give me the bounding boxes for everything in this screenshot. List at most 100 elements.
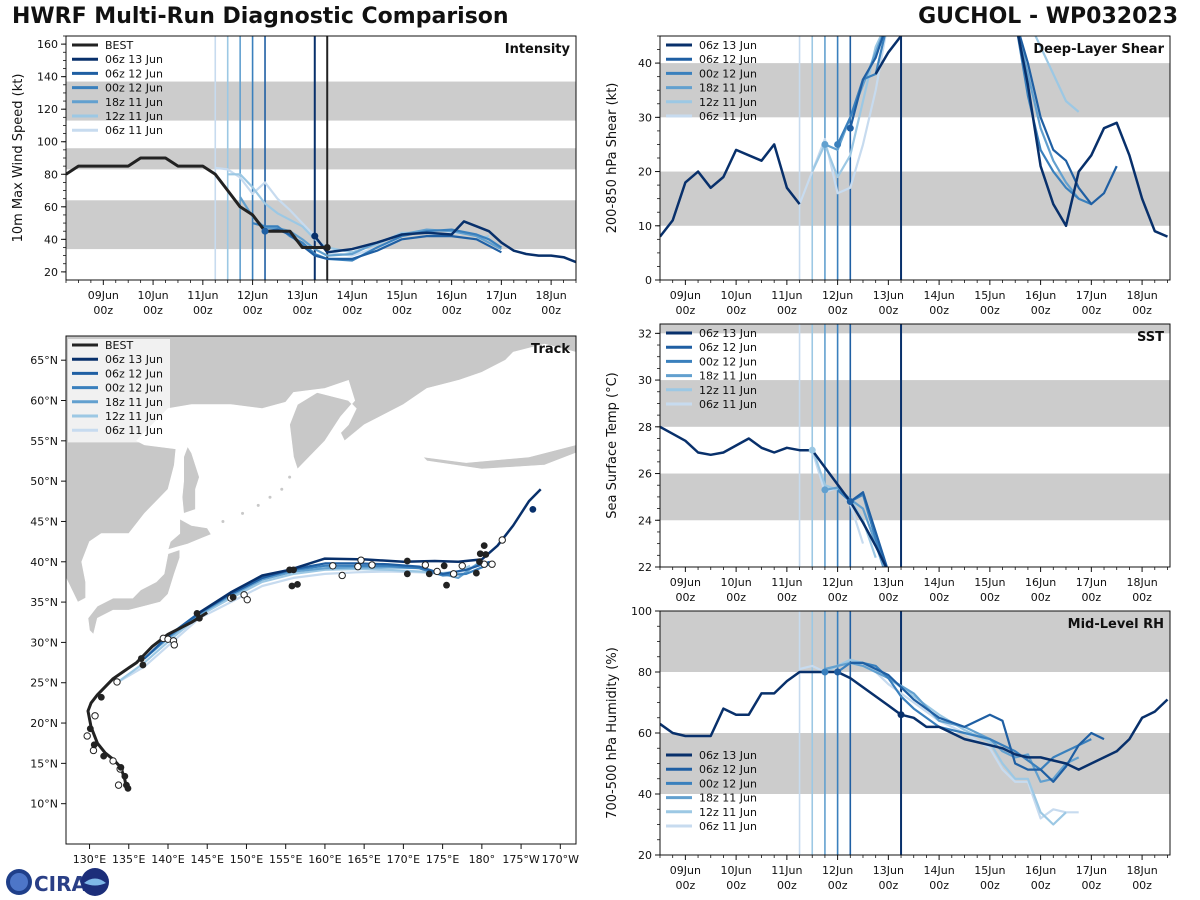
sst-series-line: [660, 425, 888, 567]
rh-xtick-label: 10Jun: [721, 864, 752, 877]
rh-xtick-label: 00z: [726, 879, 746, 892]
track-plot-area: [66, 336, 576, 792]
intensity-legend-label: 06z 11 Jun: [105, 124, 163, 137]
intensity-xtick-label: 00z: [392, 304, 412, 317]
track-xtick-label: 160°E: [308, 853, 341, 866]
track-fix-hollow: [458, 562, 466, 570]
track-fix-best: [288, 582, 296, 590]
intensity-legend-label: 12z 11 Jun: [105, 110, 163, 123]
sst-xtick-label: 10Jun: [721, 576, 752, 589]
track-legend-label: 06z 13 Jun: [105, 353, 163, 366]
shear-legend-label: 18z 11 Jun: [699, 82, 757, 95]
sst-band: [660, 324, 1170, 334]
rh-xtick-label: 14Jun: [924, 864, 955, 877]
intensity-xtick-label: 00z: [442, 304, 462, 317]
track-xtick-label: 175°W: [502, 853, 539, 866]
rh-ytick-label: 80: [638, 666, 652, 679]
track-legend-label: BEST: [105, 339, 133, 352]
shear-ytick-label: 40: [638, 57, 652, 70]
sst-xtick-label: 00z: [675, 591, 695, 604]
track-ytick-label: 65°N: [30, 354, 58, 367]
shear-xtick-label: 00z: [828, 304, 848, 317]
track-fix-best: [229, 593, 237, 601]
rh-plot-area: [660, 611, 1170, 855]
rh-legend-label: 12z 11 Jun: [699, 806, 757, 819]
rh-marker: [834, 668, 842, 676]
intensity-xtick-label: 13Jun: [287, 289, 318, 302]
shear-legend-label: 06z 13 Jun: [699, 39, 757, 52]
intensity-band: [66, 81, 576, 121]
sst-xtick-label: 17Jun: [1076, 576, 1107, 589]
sst-legend-label: 00z 12 Jun: [699, 355, 757, 368]
storm-name-title: GUCHOL - WP032023: [918, 4, 1178, 29]
sst-axes-frame: [659, 323, 1171, 568]
land-kuril-island: [288, 475, 292, 479]
sst-ytick-label: 22: [638, 561, 652, 574]
intensity-series-line: [264, 228, 502, 260]
shear-xtick-label: 11Jun: [771, 289, 802, 302]
shear-xtick-label: 16Jun: [1025, 289, 1056, 302]
rh-legend-label: 06z 11 Jun: [699, 820, 757, 833]
track-xtick-label: 175°E: [426, 853, 459, 866]
intensity-plot-area: [66, 36, 576, 280]
sst-xtick-label: 00z: [1132, 591, 1152, 604]
shear-band: [660, 171, 1170, 226]
shear-xtick-label: 00z: [1132, 304, 1152, 317]
land-kuril-island: [256, 503, 260, 507]
sst-panel: 09Jun 00z 10Jun 00z 11Jun 00z 12Jun 00z 13Jun 00z…: [605, 323, 1171, 604]
track-xtick-label: 145°E: [191, 853, 224, 866]
shear-xtick-label: 10Jun: [721, 289, 752, 302]
shear-series-line: [1034, 36, 1080, 113]
shear-band: [660, 63, 1170, 118]
intensity-band: [66, 148, 576, 170]
shear-xtick-label: 15Jun: [974, 289, 1005, 302]
shear-xtick-label: 12Jun: [822, 289, 853, 302]
intensity-legend-label: BEST: [105, 39, 133, 52]
track-fix-best: [123, 781, 130, 789]
rh-xtick-label: 13Jun: [873, 864, 904, 877]
rh-panel: 09Jun 00z 10Jun 00z 11Jun 00z 12Jun 00z 13Jun 00z…: [605, 605, 1171, 892]
partner-logo-swoosh-icon: [84, 878, 106, 886]
rh-legend-label: 06z 13 Jun: [699, 749, 757, 762]
track-fix-best: [476, 558, 483, 566]
land-asia: [66, 336, 576, 603]
track-fix-best: [290, 566, 297, 574]
intensity-ylabel: 10m Max Wind Speed (kt): [11, 74, 26, 243]
rh-ytick-label: 40: [638, 788, 652, 801]
track-fix-hollow: [329, 562, 337, 570]
rh-xtick-label: 00z: [980, 879, 1000, 892]
intensity-xtick-label: 12Jun: [237, 289, 268, 302]
land-hokkaido: [167, 518, 212, 551]
intensity-legend-label: 06z 12 Jun: [105, 67, 163, 80]
shear-series-line: [1016, 36, 1092, 206]
land-honshu: [87, 549, 181, 635]
sst-xtick-label: 00z: [726, 591, 746, 604]
shear-series-line: [660, 143, 801, 238]
sst-legend-label: 06z 13 Jun: [699, 327, 757, 340]
sst-plot-area: [660, 324, 1170, 567]
track-fix-hollow: [243, 595, 251, 604]
intensity-xtick-label: 17Jun: [486, 289, 517, 302]
shear-xtick-label: 00z: [777, 304, 797, 317]
sst-xtick-label: 00z: [777, 591, 797, 604]
cira-logo: CIRA: [6, 868, 109, 896]
rh-ytick-label: 100: [631, 605, 652, 618]
track-legend-label: 18z 11 Jun: [105, 396, 163, 409]
shear-xtick-label: 00z: [1081, 304, 1101, 317]
rh-marker: [821, 668, 829, 676]
track-series-line: [86, 611, 208, 788]
track-fix-best: [137, 655, 145, 662]
track-xtick-label: 140°E: [151, 853, 184, 866]
intensity-legend-label: 00z 12 Jun: [105, 82, 163, 95]
sst-marker: [808, 446, 816, 454]
rh-band: [660, 611, 1170, 672]
shear-xtick-label: 09Jun: [670, 289, 701, 302]
shear-marker: [846, 124, 854, 132]
sst-xtick-label: 00z: [1031, 591, 1051, 604]
sst-legend-label: 12z 11 Jun: [699, 384, 757, 397]
shear-marker: [821, 140, 829, 148]
intensity-xtick-label: 14Jun: [337, 289, 368, 302]
rh-series-line: [660, 670, 1169, 771]
sst-ytick-label: 24: [638, 514, 652, 527]
shear-title: Deep-Layer Shear: [1033, 42, 1164, 57]
